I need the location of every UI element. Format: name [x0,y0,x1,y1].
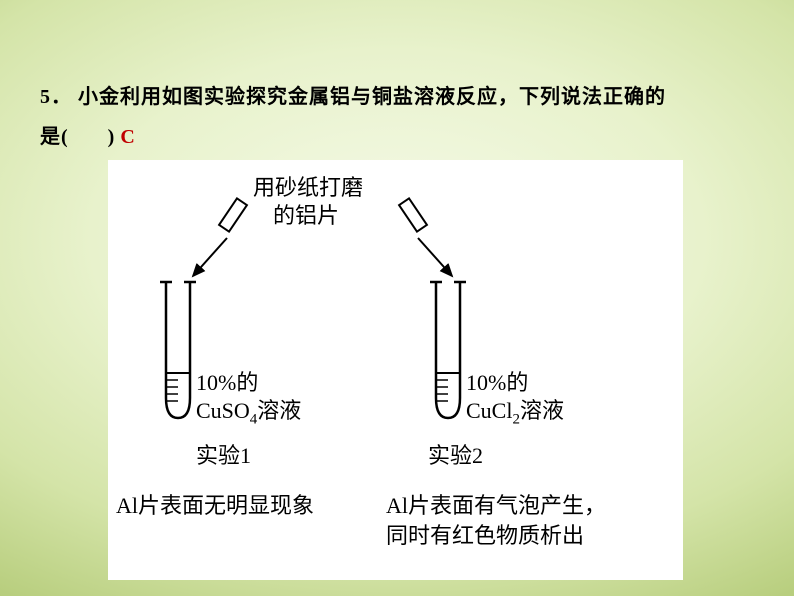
tube1-sol-post: 溶液 [257,398,301,423]
tube2-name: 实验2 [428,438,483,470]
tube2-sol-pre: CuCl [466,398,512,423]
tube2-result-l1: Al片表面有气泡产生， [386,488,606,520]
experiment-diagram: 用砂纸打磨 的铝片 [108,160,683,580]
arrow-1 [183,234,243,284]
arrow-2 [408,234,468,284]
tube2-result-l2: 同时有红色物质析出 [386,518,584,550]
tube1-sol-pre: CuSO [196,398,250,423]
tube1-result: Al片表面无明显现象 [116,488,314,520]
tube1-solution: CuSO4溶液 [196,393,301,428]
aluminum-piece-2 [398,197,429,233]
question-line-1: 5． 小金利用如图实验探究金属铝与铜盐溶液反应，下列说法正确的 [40,80,666,109]
question-parens: ( ) [61,126,114,148]
tube2-solution: CuCl2溶液 [466,393,564,428]
question-number: 5． [40,86,72,108]
aluminum-piece-1 [218,197,249,233]
question-answer: C [120,126,135,148]
question-text-2-prefix: 是 [40,126,61,148]
question-line-2: 是( ) C [40,120,136,149]
slide-content: 5． 小金利用如图实验探究金属铝与铜盐溶液反应，下列说法正确的 是( ) C 用… [0,0,794,596]
tube2-sol-post: 溶液 [520,398,564,423]
top-label-line-2: 的铝片 [273,198,339,230]
tube1-name: 实验1 [196,438,251,470]
question-text-1: 小金利用如图实验探究金属铝与铜盐溶液反应，下列说法正确的 [78,86,666,108]
tube2-sol-sub: 2 [512,411,520,427]
